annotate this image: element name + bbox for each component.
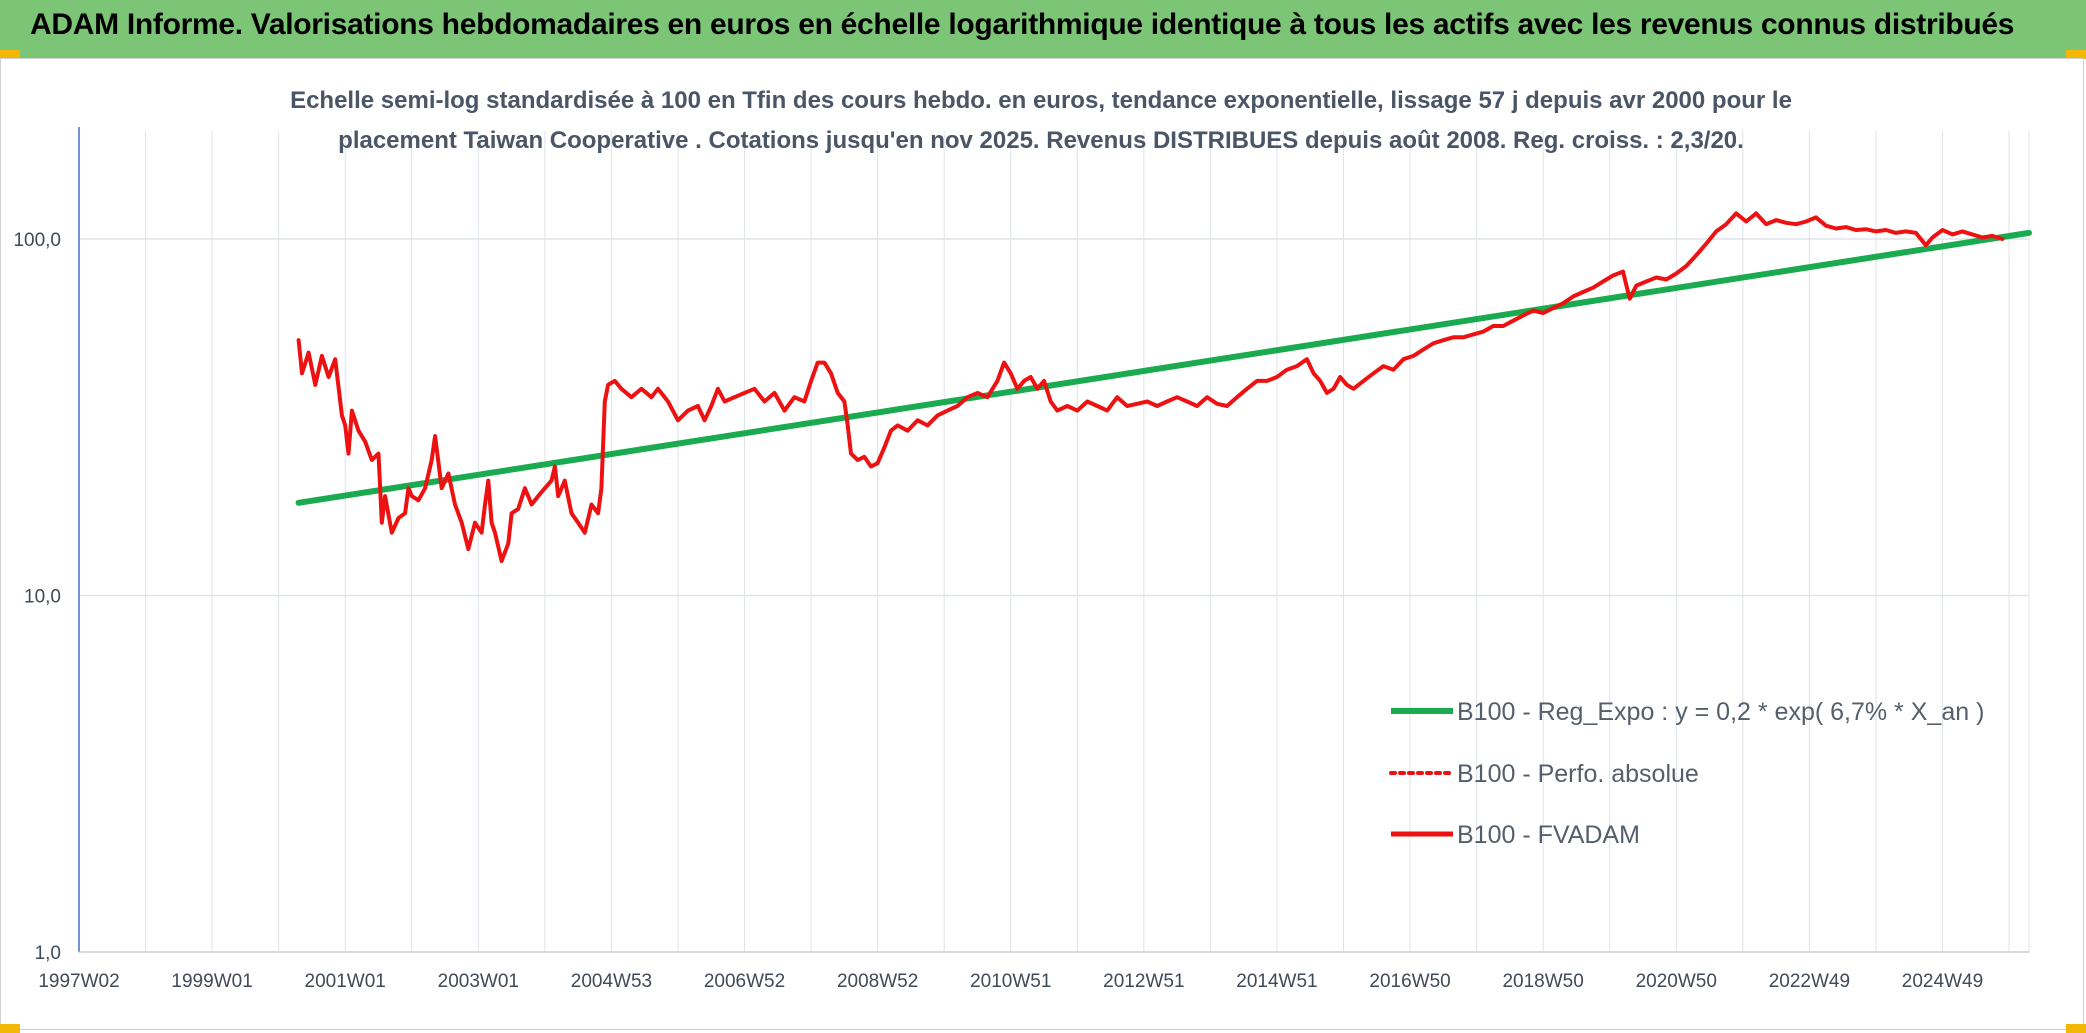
x-tick-label: 2003W01 bbox=[438, 971, 519, 992]
axes: 100,0 10,0 1,0 1997W02 1999W01 2001W01 2003W01… bbox=[13, 127, 2029, 992]
x-tick-label: 2022W49 bbox=[1769, 971, 1850, 992]
y-tick-label: 10,0 bbox=[24, 587, 61, 608]
x-tick-label: 2018W50 bbox=[1502, 971, 1583, 992]
x-tick-label: 2012W51 bbox=[1103, 971, 1184, 992]
x-tick-label: 2008W52 bbox=[837, 971, 918, 992]
x-tick-label: 1997W02 bbox=[38, 971, 119, 992]
legend: B100 - Reg_Expo : y = 0,2 * exp( 6,7% * … bbox=[1389, 698, 1984, 849]
header-bar: ADAM Informe. Valorisations hebdomadaire… bbox=[0, 0, 2086, 58]
y-tick-label: 1,0 bbox=[35, 943, 61, 964]
corner-accent-top-left bbox=[0, 50, 20, 59]
legend-label: B100 - Reg_Expo : y = 0,2 * exp( 6,7% * … bbox=[1457, 698, 1984, 726]
chart-subtitle-line-1: Echelle semi-log standardisée à 100 en T… bbox=[290, 87, 1792, 114]
x-tick-label: 2024W49 bbox=[1902, 971, 1983, 992]
chart-svg: Echelle semi-log standardisée à 100 en T… bbox=[13, 87, 2032, 992]
corner-accent-bottom-left bbox=[0, 1024, 20, 1033]
trend-line-series bbox=[295, 229, 2032, 506]
report-title: ADAM Informe. Valorisations hebdomadaire… bbox=[30, 8, 2015, 41]
x-tick-label: 2004W53 bbox=[571, 971, 652, 992]
legend-label: B100 - Perfo. absolue bbox=[1457, 760, 1699, 788]
x-tick-label: 2001W01 bbox=[305, 971, 386, 992]
corner-accent-bottom-right bbox=[2066, 1024, 2086, 1033]
legend-label: B100 - FVADAM bbox=[1457, 821, 1640, 849]
price-line-series bbox=[296, 211, 2005, 563]
x-tick-label: 2014W51 bbox=[1236, 971, 1317, 992]
x-tick-label: 2016W50 bbox=[1369, 971, 1450, 992]
series bbox=[295, 211, 2032, 563]
chart-subtitle-line-2: placement Taiwan Cooperative . Cotations… bbox=[338, 127, 1744, 154]
chart-frame: Echelle semi-log standardisée à 100 en T… bbox=[0, 58, 2084, 1030]
grid bbox=[79, 131, 2030, 952]
y-tick-label: 100,0 bbox=[13, 230, 61, 251]
corner-accent-top-right bbox=[2066, 50, 2086, 59]
x-tick-label: 2010W51 bbox=[970, 971, 1051, 992]
x-tick-label: 1999W01 bbox=[171, 971, 252, 992]
x-tick-label: 2020W50 bbox=[1636, 971, 1717, 992]
x-tick-label: 2006W52 bbox=[704, 971, 785, 992]
